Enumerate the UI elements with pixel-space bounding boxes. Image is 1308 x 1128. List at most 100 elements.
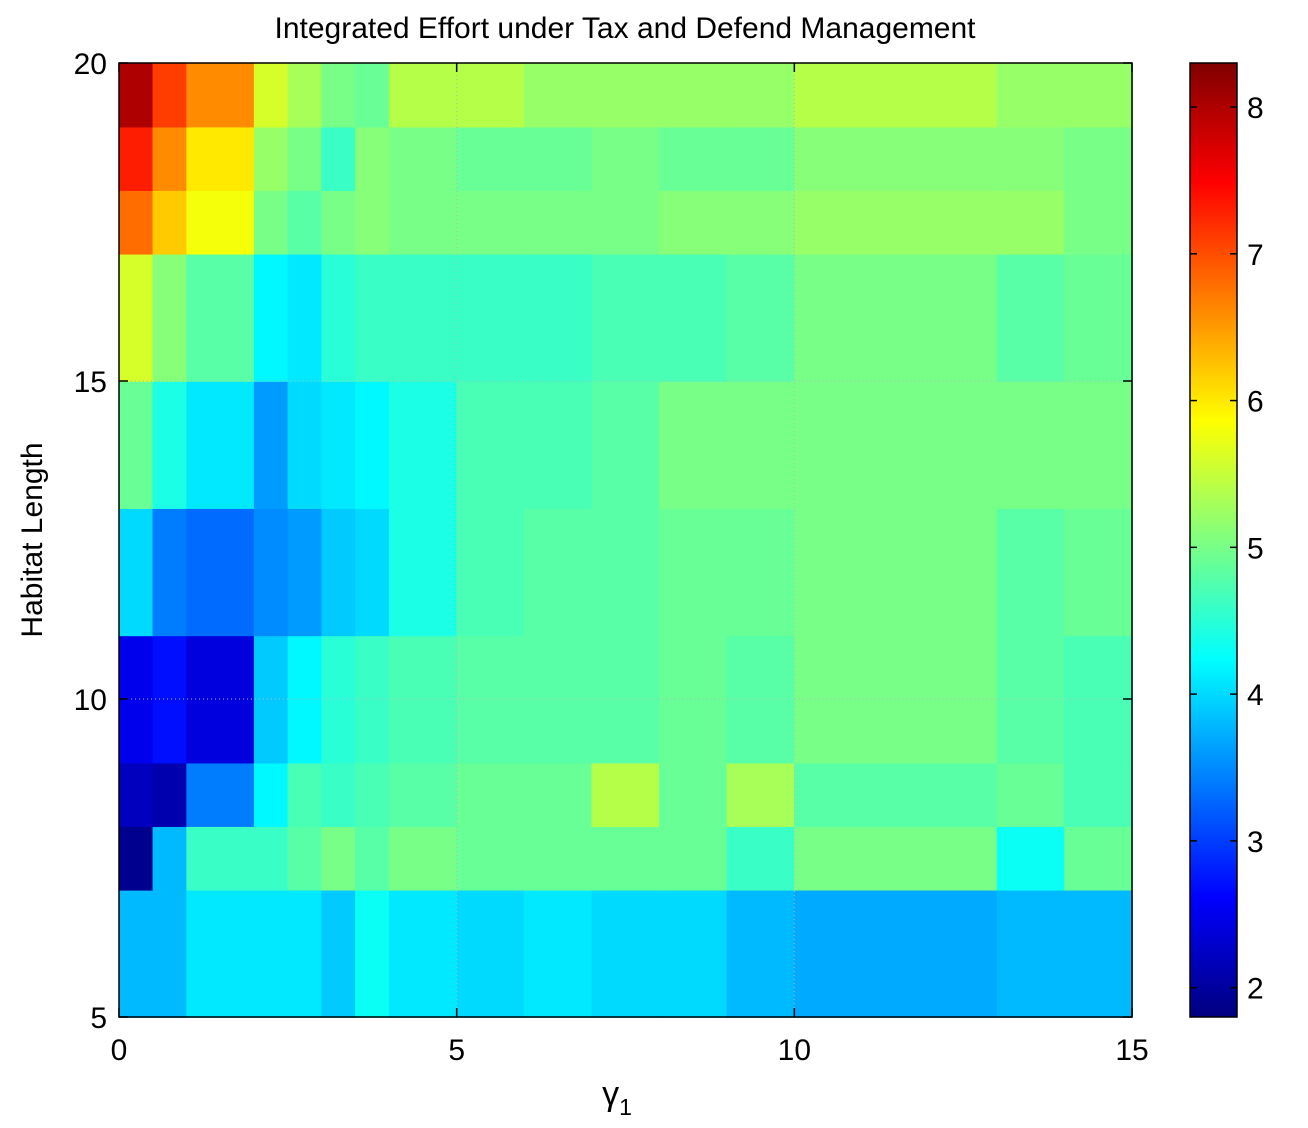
heatmap-cell — [253, 508, 289, 637]
heatmap-cell — [524, 253, 593, 382]
heatmap-cell — [253, 889, 289, 1018]
heatmap-cell — [726, 762, 796, 827]
heatmap-cell — [659, 635, 728, 764]
y-tick-label: 20 — [74, 48, 107, 81]
heatmap-cell — [996, 635, 1066, 764]
heatmap-cell — [355, 62, 390, 128]
heatmap-cell — [726, 189, 796, 255]
x-tick-label: 5 — [448, 1034, 465, 1067]
heatmap-cell — [726, 253, 796, 382]
colorbar-tick-label: 8 — [1247, 92, 1264, 125]
heatmap-cell — [388, 189, 458, 255]
heatmap-cell — [287, 826, 323, 891]
heatmap-cell — [321, 126, 357, 191]
heatmap-cell — [118, 189, 154, 255]
heatmap-cell — [287, 889, 323, 1018]
heatmap-cell — [388, 762, 458, 827]
x-tick-label: 0 — [111, 1034, 128, 1067]
heatmap-cell — [659, 762, 728, 827]
heatmap-cell — [355, 126, 390, 191]
heatmap-cell — [287, 508, 323, 637]
heatmap-cell — [726, 380, 796, 510]
heatmap-cell — [794, 826, 998, 891]
heatmap-cell — [355, 508, 390, 637]
heatmap-cell — [355, 189, 390, 255]
heatmap-cell — [321, 889, 357, 1018]
heatmap-cell — [794, 189, 998, 255]
heatmap-cell — [591, 380, 661, 510]
heatmap-cell — [287, 762, 323, 827]
heatmap-cell — [996, 62, 1066, 128]
heatmap-cell — [186, 62, 255, 128]
heatmap-cell — [456, 635, 526, 764]
heatmap-cell — [152, 826, 188, 891]
heatmap-cell — [524, 508, 593, 637]
heatmap-cell — [524, 189, 593, 255]
heatmap-cell — [253, 126, 289, 191]
heatmap-cell — [253, 62, 289, 128]
heatmap-cell — [186, 380, 255, 510]
heatmap-cell — [287, 253, 323, 382]
heatmap-cell — [253, 380, 289, 510]
heatmap-cell — [355, 762, 390, 827]
heatmap-cell — [355, 635, 390, 764]
heatmap-cell — [118, 380, 154, 510]
heatmap-cell — [186, 762, 255, 827]
heatmap-cell — [186, 826, 255, 891]
heatmap-cell — [996, 189, 1066, 255]
colorbar-tick-label: 5 — [1247, 532, 1264, 565]
colorbar-tick-label: 4 — [1247, 679, 1264, 712]
heatmap-cell — [794, 762, 998, 827]
y-axis-label: Habitat Length — [16, 442, 49, 637]
heatmap-cell — [1064, 508, 1133, 637]
heatmap-cell — [152, 380, 188, 510]
heatmap-cell — [152, 635, 188, 764]
heatmap-cell — [524, 635, 593, 764]
heatmap-cell — [253, 826, 289, 891]
heatmap-cell — [253, 762, 289, 827]
heatmap-cell — [152, 62, 188, 128]
heatmap-cell — [1064, 889, 1133, 1018]
heatmap-cell — [591, 762, 661, 827]
heatmap-cell — [996, 826, 1066, 891]
heatmap-cell — [456, 508, 526, 637]
heatmap-cell — [287, 635, 323, 764]
heatmap-cell — [388, 889, 458, 1018]
heatmap-cell — [118, 508, 154, 637]
heatmap-cell — [287, 62, 323, 128]
heatmap-cell — [726, 889, 796, 1018]
heatmap-cell — [118, 253, 154, 382]
colorbar — [1189, 62, 1238, 1018]
heatmap-cell — [456, 253, 526, 382]
y-tick-label: 5 — [90, 1002, 107, 1035]
heatmap-cell — [456, 126, 526, 191]
heatmap-cell — [726, 508, 796, 637]
heatmap-cell — [456, 189, 526, 255]
heatmap-cell — [659, 253, 728, 382]
heatmap-cell — [996, 508, 1066, 637]
heatmap-cell — [794, 253, 998, 382]
heatmap-cell — [152, 126, 188, 191]
heatmap-cell — [388, 826, 458, 891]
heatmap-cell — [1064, 762, 1133, 827]
heatmap-cell — [253, 189, 289, 255]
heatmap-cell — [321, 508, 357, 637]
y-axis: 5 10 15 20 — [74, 48, 1132, 1035]
x-axis-label-subscript: 1 — [619, 1094, 632, 1120]
heatmap-cell — [287, 126, 323, 191]
heatmap-cell — [152, 253, 188, 382]
colorbar-tick-label: 6 — [1247, 386, 1264, 419]
heatmap-cell — [591, 62, 661, 128]
heatmap-cell — [456, 380, 526, 510]
heatmap-cell — [118, 126, 154, 191]
y-tick-label: 10 — [74, 684, 107, 717]
heatmap-cell — [726, 126, 796, 191]
heatmap-cell — [321, 380, 357, 510]
colorbar-tick-label: 3 — [1247, 826, 1264, 859]
heatmap-cell — [659, 380, 728, 510]
heatmap-cell — [726, 826, 796, 891]
heatmap-cell — [1064, 126, 1133, 191]
heatmap-cell — [321, 762, 357, 827]
heatmap-cell — [186, 126, 255, 191]
